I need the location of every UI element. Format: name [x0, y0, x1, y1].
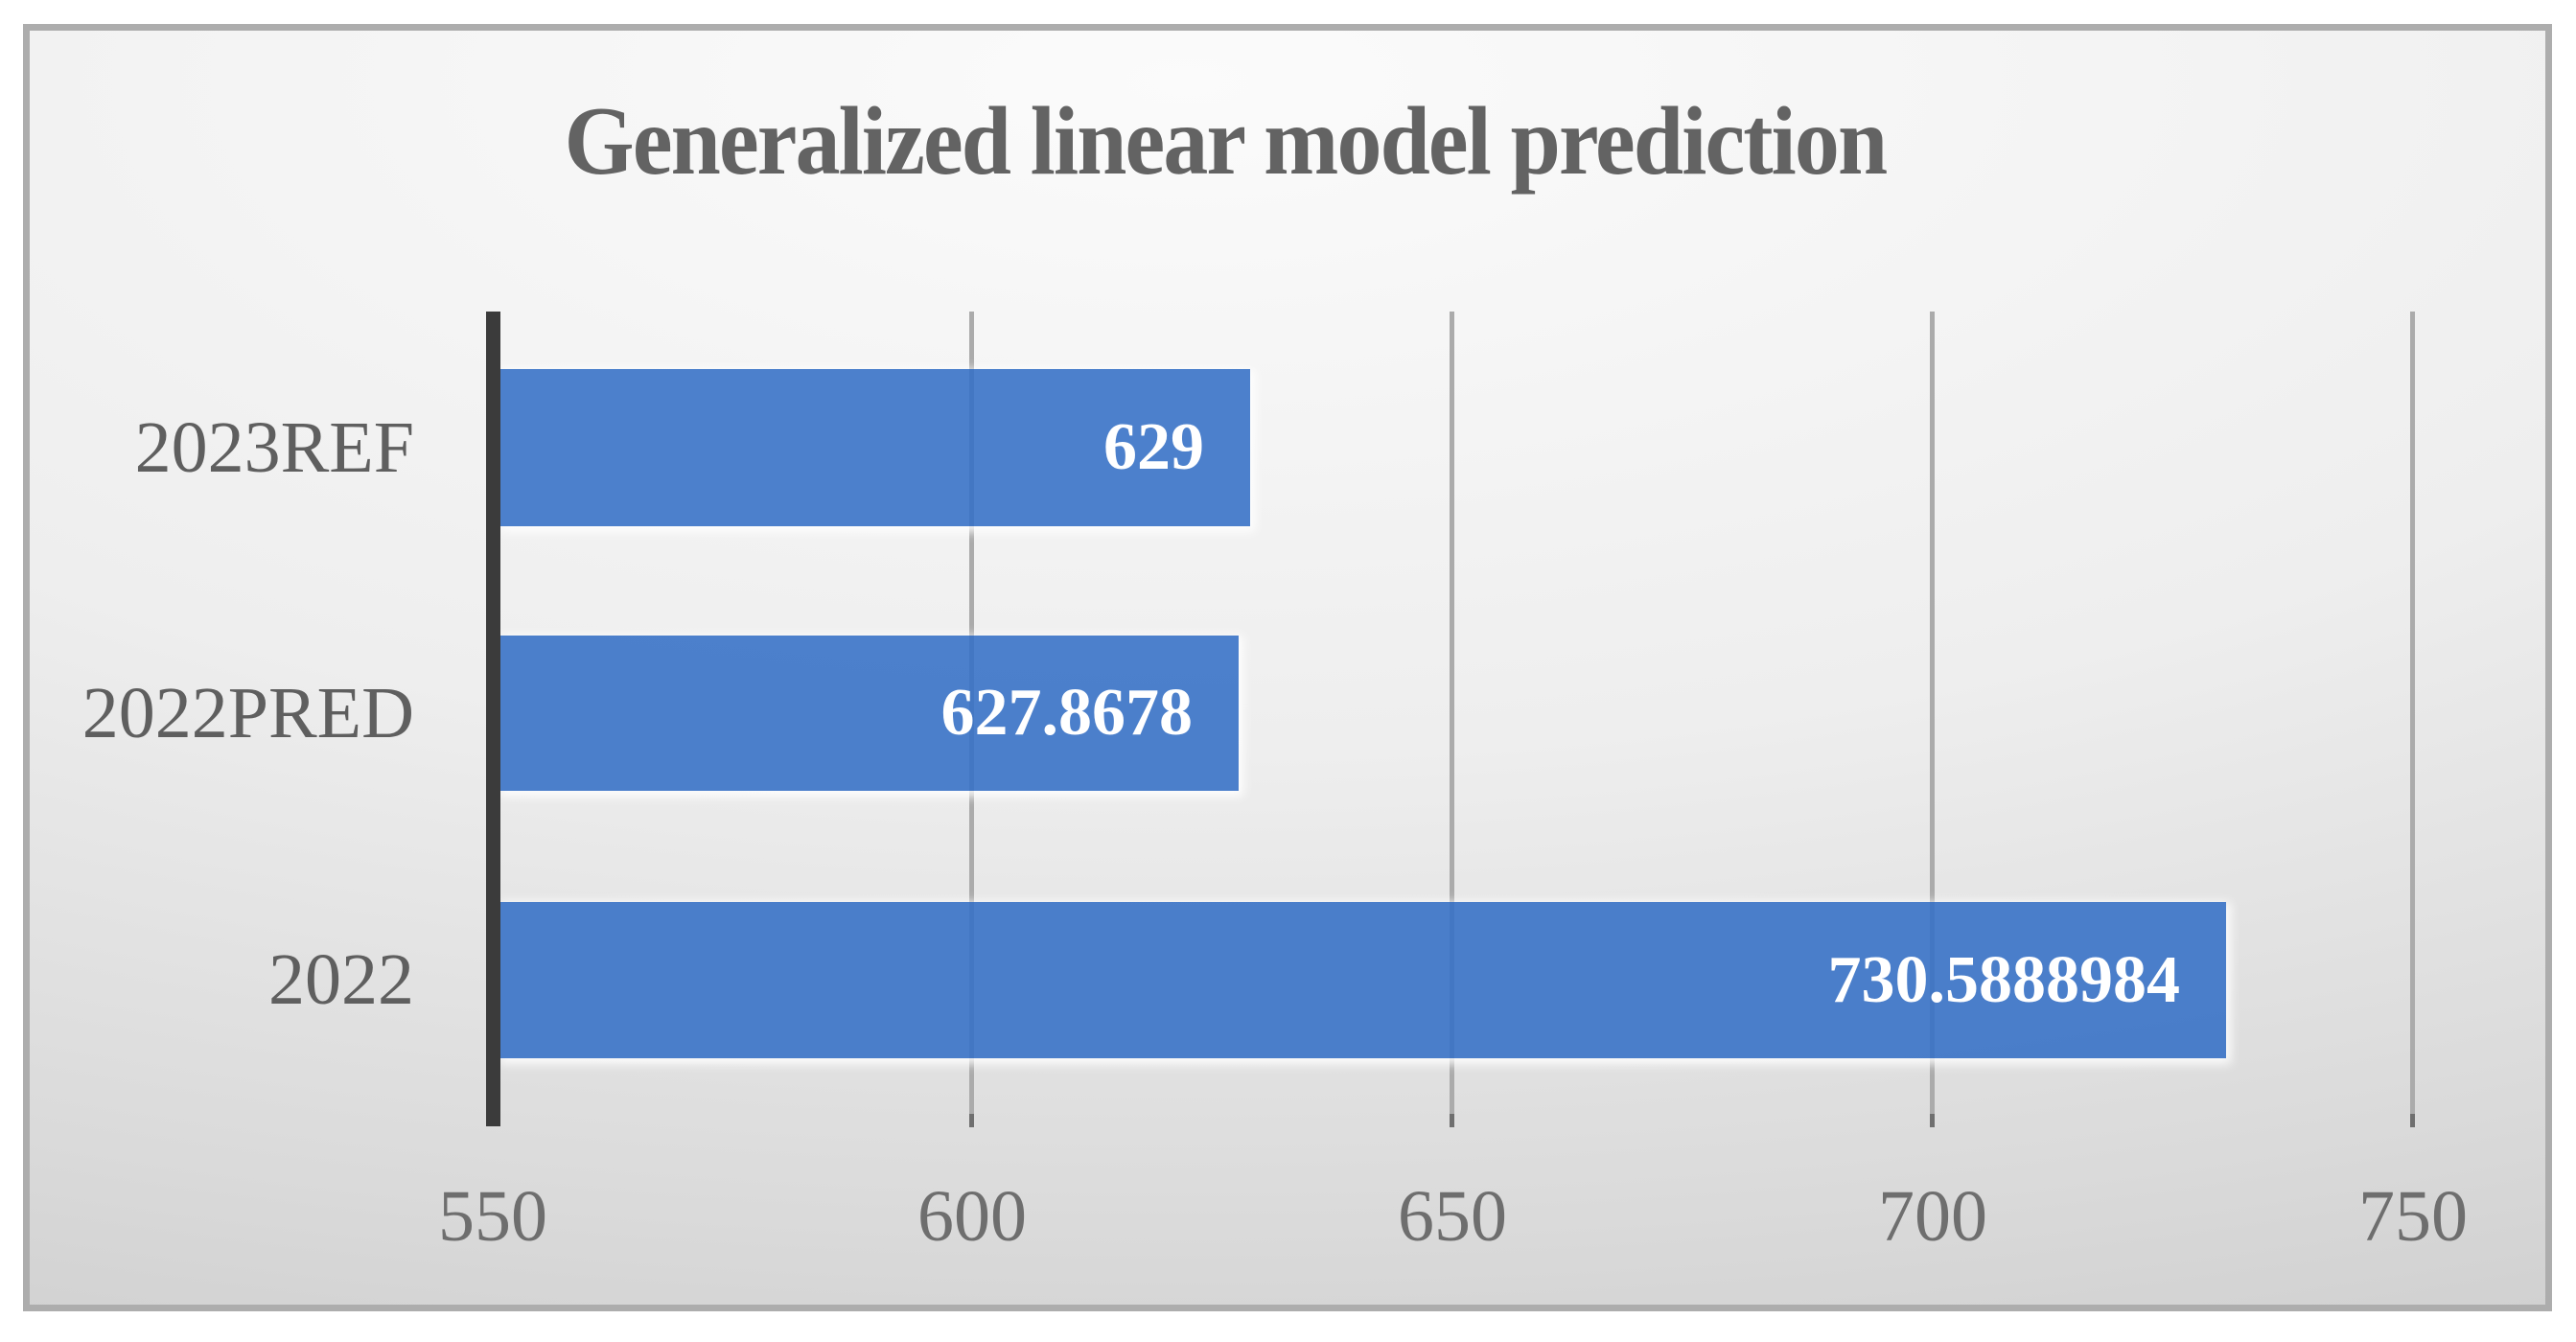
- tick-mark-650: [1450, 1114, 1454, 1127]
- chart-frame: Generalized linear model prediction 629 …: [23, 24, 2552, 1311]
- tick-mark-750: [2410, 1114, 2415, 1127]
- tick-mark-700: [1930, 1114, 1935, 1127]
- bar-value-label: 629: [1103, 410, 1204, 484]
- x-tick-label-650: 650: [1398, 1176, 1507, 1257]
- x-tick-label-700: 700: [1878, 1176, 1987, 1257]
- category-label-2023ref: 2023REF: [134, 407, 414, 488]
- category-label-2022pred: 2022PRED: [81, 673, 414, 753]
- x-tick-label-750: 750: [2358, 1176, 2468, 1257]
- gridline-750: [2410, 312, 2415, 1114]
- gridline-700: [1930, 312, 1935, 1114]
- y-axis-line: [486, 312, 500, 1126]
- x-tick-label-600: 600: [917, 1176, 1027, 1257]
- bar-2023ref: 629: [500, 369, 1250, 526]
- x-tick-label-550: 550: [438, 1176, 547, 1257]
- bar-value-label: 730.5888984: [1827, 942, 2181, 1017]
- bar-value-label: 627.8678: [940, 676, 1194, 750]
- bar-2022pred: 627.8678: [500, 636, 1239, 791]
- tick-mark-600: [969, 1114, 974, 1127]
- gridline-650: [1450, 312, 1454, 1114]
- chart-title: Generalized linear model prediction: [564, 87, 1889, 196]
- bar-2022: 730.5888984: [500, 902, 2226, 1058]
- category-label-2022: 2022: [268, 939, 414, 1020]
